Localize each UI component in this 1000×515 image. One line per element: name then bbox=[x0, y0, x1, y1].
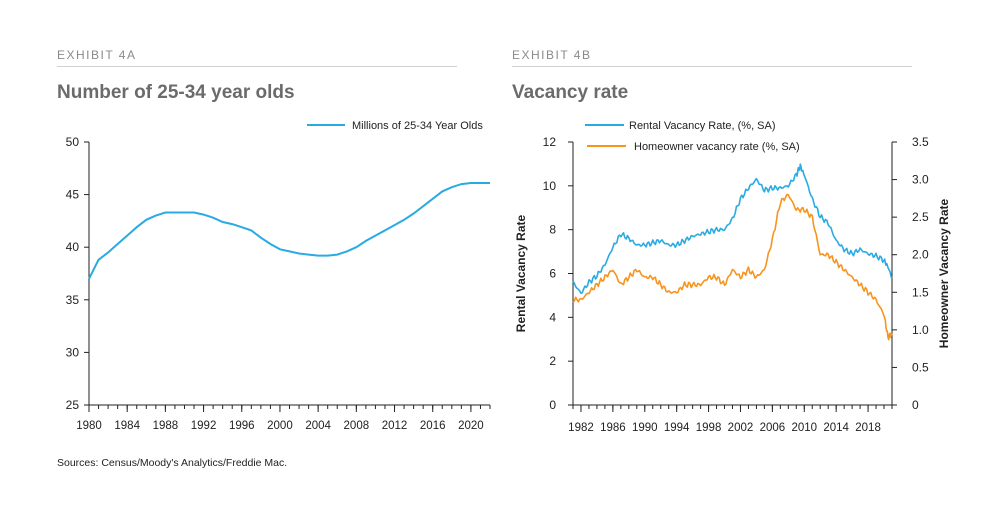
panel-b-y-tick-label: 4 bbox=[549, 310, 556, 324]
panel-a-legend-label: Millions of 25-34 Year Olds bbox=[352, 120, 483, 132]
panel-b-x-tick-label: 1990 bbox=[632, 422, 658, 434]
panel-a-x-tick-label: 2016 bbox=[420, 420, 446, 432]
panel-a-x-tick-label: 1984 bbox=[114, 420, 140, 432]
panel-a-x-tick-label: 1988 bbox=[153, 420, 179, 432]
panel-a-y-tick-label: 25 bbox=[66, 398, 80, 412]
panel-b-legend-label: Rental Vacancy Rate, (%, SA) bbox=[629, 120, 776, 132]
panel-b-x-tick-label: 2018 bbox=[855, 422, 881, 434]
panel-b-y-tick-label: 6 bbox=[549, 267, 556, 281]
panel-b-y2-tick-label: 3.0 bbox=[912, 173, 929, 187]
exhibit-4a-label: EXHIBIT 4A bbox=[57, 48, 137, 62]
panel-a-x-tick-label: 2020 bbox=[458, 420, 484, 432]
panel-a-x-tick-label: 2012 bbox=[382, 420, 408, 432]
panel-b-x-tick-label: 1998 bbox=[696, 422, 722, 434]
panel-a-y-tick-label: 35 bbox=[66, 293, 80, 307]
panel-b-y2-tick-label: 3.5 bbox=[912, 135, 929, 149]
panel-b-y2-tick-label: 1.0 bbox=[912, 323, 929, 337]
panel-a-x-tick-label: 2008 bbox=[344, 420, 370, 432]
panel-b-y2-tick-label: 2.0 bbox=[912, 248, 929, 262]
panel-b-x-tick-label: 1982 bbox=[568, 422, 594, 434]
panel-b-y2-tick-label: 0.5 bbox=[912, 360, 929, 374]
exhibit-4a-divider bbox=[57, 66, 457, 67]
panel-a-x-tick-label: 1980 bbox=[76, 420, 102, 432]
panel-b-y-tick-label: 8 bbox=[549, 223, 556, 237]
panel-a-x-tick-label: 2004 bbox=[305, 420, 331, 432]
panel-b-y-tick-label: 10 bbox=[543, 179, 557, 193]
panel-b-series-line bbox=[572, 163, 893, 295]
panel-b-y2-tick-label: 2.5 bbox=[912, 210, 929, 224]
exhibit-4b-label: EXHIBIT 4B bbox=[512, 48, 592, 62]
panel-b-y-tick-label: 12 bbox=[543, 135, 557, 149]
panel-b-series-line bbox=[572, 193, 893, 341]
panel-b-x-tick-label: 1994 bbox=[664, 422, 690, 434]
panel-a-x-tick-label: 1996 bbox=[229, 420, 255, 432]
panel-a-y-tick-label: 40 bbox=[66, 240, 80, 254]
panel-b-y-axis-label: Rental Vacancy Rate bbox=[514, 214, 528, 332]
panel-a-series-line bbox=[88, 182, 490, 280]
exhibit-4b-divider bbox=[512, 66, 912, 67]
panel-b-legend-label: Homeowner vacancy rate (%, SA) bbox=[634, 141, 800, 153]
panel-b-x-tick-label: 2002 bbox=[728, 422, 754, 434]
panel-a-x-tick-label: 1992 bbox=[191, 420, 217, 432]
panel-a-title: Number of 25-34 year olds bbox=[57, 82, 295, 103]
panel-b-y2-tick-label: 0 bbox=[912, 398, 919, 412]
panel-b-title: Vacancy rate bbox=[512, 82, 629, 103]
panel-b-y-tick-label: 2 bbox=[549, 354, 556, 368]
panel-a-y-tick-label: 30 bbox=[66, 345, 80, 359]
source-note: Sources: Census/Moody's Analytics/Freddi… bbox=[57, 457, 288, 469]
panel-b-x-tick-label: 2006 bbox=[760, 422, 786, 434]
panel-a-x-tick-label: 2000 bbox=[267, 420, 293, 432]
panel-b-x-tick-label: 1986 bbox=[600, 422, 626, 434]
panel-b-x-tick-label: 2014 bbox=[823, 422, 849, 434]
panel-a-y-tick-label: 45 bbox=[66, 188, 80, 202]
panel-b-y2-axis-label: Homeowner Vacancy Rate bbox=[937, 198, 951, 348]
panel-a-y-tick-label: 50 bbox=[66, 135, 80, 149]
panel-b-y-tick-label: 0 bbox=[549, 398, 556, 412]
panel-b-x-tick-label: 2010 bbox=[791, 422, 817, 434]
panel-b-y2-tick-label: 1.5 bbox=[912, 285, 929, 299]
